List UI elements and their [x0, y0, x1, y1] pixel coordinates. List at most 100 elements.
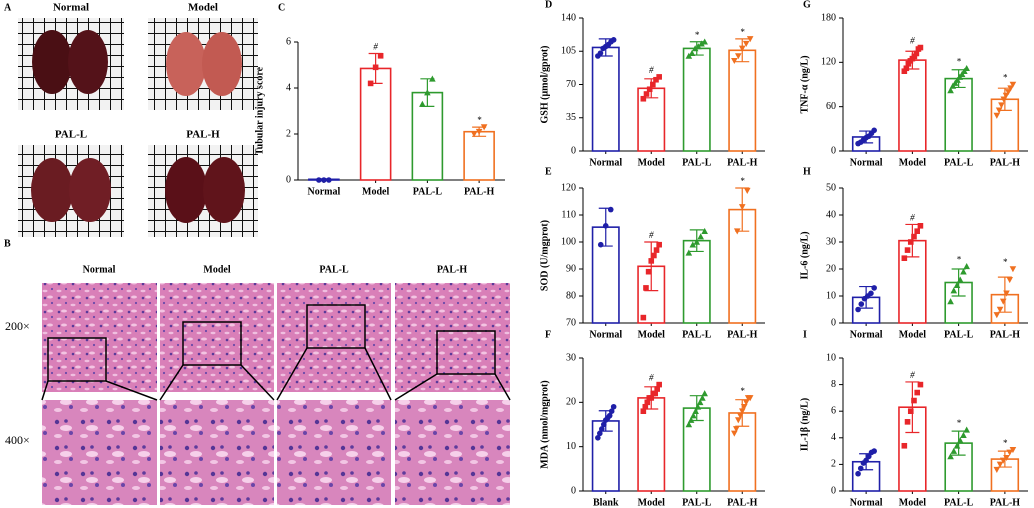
data-point	[701, 390, 708, 397]
x-tick-label: PAL-H	[990, 497, 1021, 508]
data-point	[1003, 454, 1010, 462]
data-point	[648, 258, 655, 264]
x-tick-label: Normal	[850, 157, 883, 168]
data-point	[688, 49, 696, 56]
significance-mark: *	[956, 56, 961, 66]
data-point	[734, 53, 742, 60]
data-point	[607, 206, 614, 213]
data-point	[743, 187, 751, 194]
data-point	[685, 249, 693, 256]
data-point	[996, 306, 1004, 313]
data-point	[1009, 81, 1017, 88]
column-label: PAL-H	[437, 264, 468, 275]
significance-mark: *	[740, 386, 745, 396]
data-point	[693, 238, 701, 245]
x-tick-label: Model	[899, 329, 926, 340]
bar	[682, 47, 711, 152]
data-point	[651, 252, 657, 259]
panel-letter: F	[545, 329, 551, 340]
data-point	[608, 408, 615, 415]
x-tick-label: Model	[899, 497, 926, 508]
photo-label: PAL-H	[186, 129, 220, 141]
y-tick-label: 30	[566, 352, 576, 363]
data-point	[475, 128, 483, 135]
x-tick-label: Blank	[593, 497, 619, 508]
data-point	[999, 298, 1007, 305]
row-label: 400×	[5, 433, 30, 447]
significance-mark: *	[1003, 438, 1008, 448]
data-point	[863, 457, 869, 464]
data-point	[866, 453, 872, 460]
bar	[463, 130, 495, 181]
y-tick-label: 6	[831, 405, 836, 416]
y-tick-label: 2	[286, 128, 291, 139]
x-tick-label: Model	[362, 186, 389, 197]
data-point	[998, 102, 1005, 109]
significance-mark: *	[1003, 257, 1008, 267]
y-tick-label: 180	[821, 12, 836, 23]
x-tick-label: Model	[899, 157, 926, 168]
data-point	[901, 255, 908, 261]
x-tick-label: PAL-H	[727, 497, 758, 508]
panel-letter: D	[545, 0, 552, 10]
y-tick-label: 50	[826, 182, 836, 193]
data-point	[643, 285, 649, 291]
data-point	[694, 403, 702, 410]
data-point	[858, 301, 865, 307]
data-point	[689, 241, 697, 248]
data-point	[1000, 96, 1008, 103]
data-point	[377, 53, 384, 59]
y-tick-label: 20	[566, 397, 576, 408]
data-point	[947, 298, 954, 305]
y-tick-label: 0	[571, 145, 576, 156]
significance-mark: #	[649, 230, 654, 240]
data-point	[740, 403, 748, 411]
y-tick-label: 70	[566, 317, 576, 328]
data-point	[429, 75, 436, 82]
data-point	[610, 403, 617, 410]
data-point	[733, 228, 741, 235]
row-label: 200×	[5, 319, 30, 333]
data-point	[424, 89, 431, 96]
data-point	[904, 247, 911, 253]
y-tick-label: 105	[561, 46, 576, 57]
panel-letter: C	[278, 2, 285, 13]
data-point	[911, 233, 917, 240]
x-tick-label: PAL-H	[464, 186, 495, 197]
data-point	[1005, 89, 1012, 96]
data-point	[956, 437, 964, 444]
data-point	[913, 50, 920, 57]
column-label: Model	[203, 264, 230, 275]
significance-mark: *	[956, 254, 961, 264]
data-point	[855, 306, 861, 313]
data-point	[697, 233, 705, 240]
data-point	[652, 390, 659, 397]
data-point	[600, 421, 607, 428]
y-axis-label: TNF-α (ng/L)	[799, 55, 810, 113]
photo-label: Model	[188, 2, 218, 14]
data-point	[690, 412, 697, 419]
data-point	[742, 40, 750, 47]
data-point	[963, 64, 970, 72]
data-point	[610, 37, 617, 43]
y-tick-label: 110	[561, 209, 576, 220]
panel-letter: G	[803, 0, 811, 10]
data-point	[950, 447, 958, 454]
y-tick-label: 120	[561, 182, 576, 193]
y-axis-label: SOD (U/mgprot)	[539, 220, 550, 291]
y-tick-label: 140	[561, 12, 576, 23]
x-tick-label: PAL-L	[413, 186, 443, 197]
data-point	[685, 421, 693, 428]
x-tick-label: PAL-L	[682, 497, 712, 508]
data-point	[598, 426, 605, 432]
panel-letter: H	[803, 166, 811, 177]
y-axis-label: IL-6 (ng/L)	[799, 231, 810, 279]
data-point	[963, 263, 970, 270]
data-point	[597, 50, 604, 56]
data-point	[950, 287, 958, 294]
data-point	[656, 381, 662, 388]
data-point	[656, 74, 662, 80]
data-point	[321, 177, 327, 183]
data-point	[646, 86, 653, 93]
